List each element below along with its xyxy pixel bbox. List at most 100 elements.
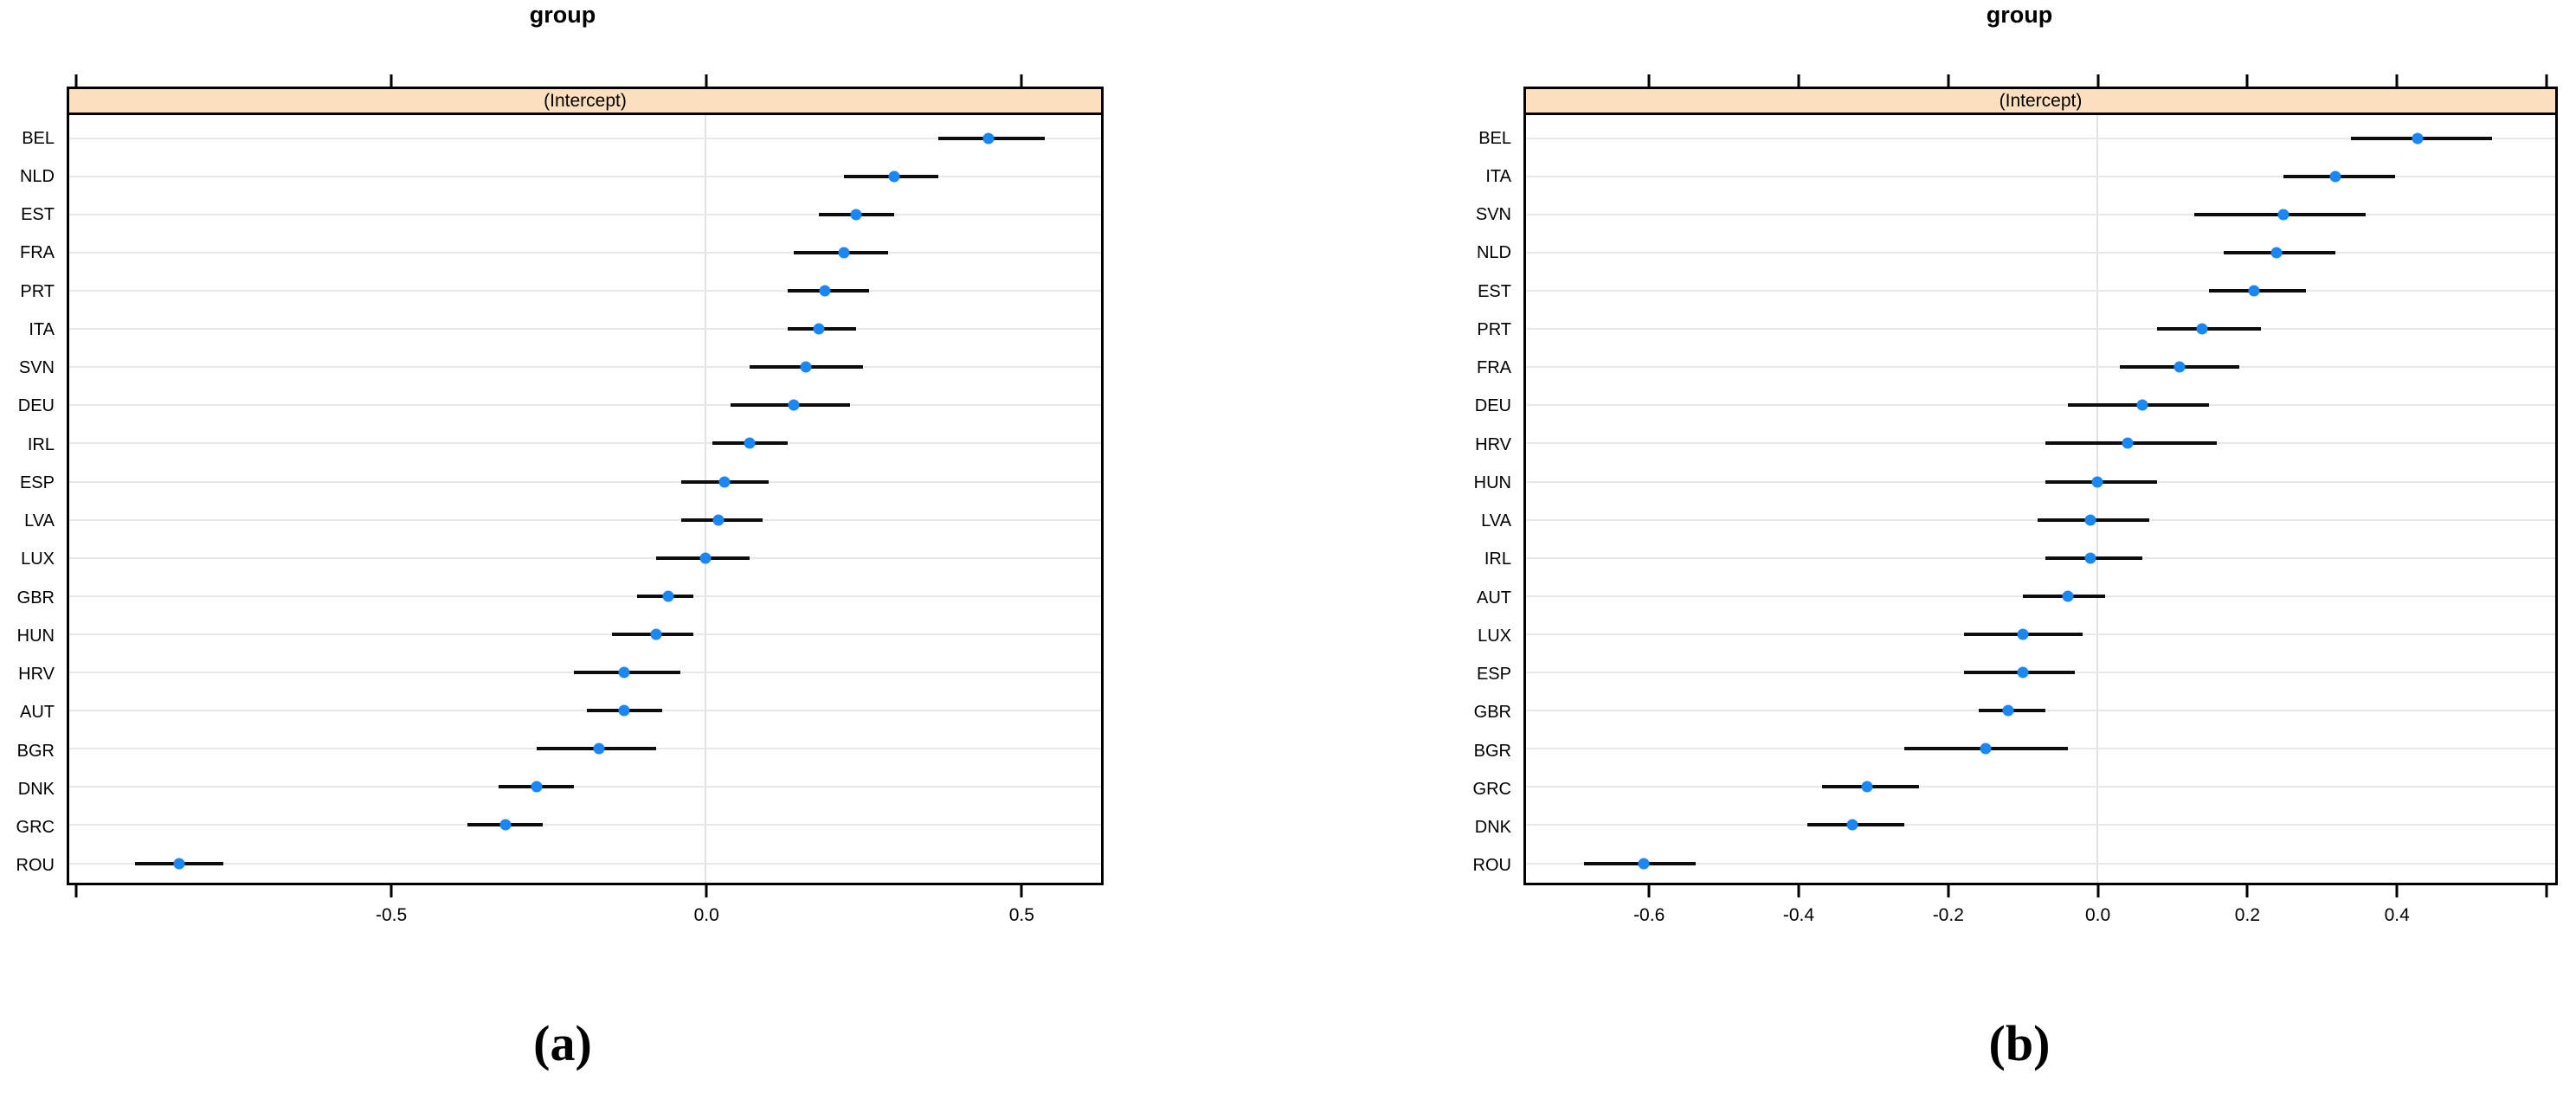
- x-axis-top: [1523, 74, 2558, 87]
- y-axis-category-label: SVN: [18, 358, 55, 378]
- estimate-dot: [2084, 514, 2096, 526]
- row-gridline: [1526, 366, 2555, 369]
- estimate-dot: [650, 628, 662, 640]
- estimate-dot: [1861, 781, 1873, 793]
- row-gridline: [69, 251, 1101, 254]
- row-gridline: [69, 824, 1101, 826]
- strip: (Intercept): [1523, 87, 2558, 115]
- axis-tick-mark: [1947, 885, 1950, 897]
- row-gridline: [69, 213, 1101, 215]
- estimate-dot: [2062, 590, 2074, 602]
- x-axis-tick-label: -0.5: [375, 905, 408, 925]
- axis-tick-mark: [2096, 885, 2100, 897]
- x-axis-tick-label: 0.2: [2234, 905, 2261, 925]
- estimate-dot: [718, 476, 731, 488]
- row-gridline: [69, 480, 1101, 483]
- caption-a: (a): [533, 1015, 592, 1071]
- estimate-dot: [2329, 170, 2341, 183]
- confidence-interval-bar: [2157, 327, 2262, 331]
- y-axis-category-label: ESP: [19, 473, 55, 492]
- y-axis-category-label: HRV: [1475, 434, 1511, 454]
- estimate-dot: [744, 437, 756, 449]
- row-gridline: [1526, 442, 2555, 445]
- row-gridline: [1526, 824, 2555, 826]
- axis-tick-mark: [2245, 74, 2249, 87]
- estimate-dot: [1846, 819, 1858, 831]
- row-gridline: [69, 404, 1101, 407]
- estimate-dot: [593, 743, 605, 755]
- y-axis-category-label: ITA: [29, 319, 55, 339]
- row-gridline: [1526, 556, 2555, 559]
- y-axis-category-label: AUT: [20, 703, 55, 723]
- row-gridline: [1526, 328, 2555, 331]
- y-axis-category-label: LUX: [21, 550, 55, 569]
- row-gridline: [1526, 786, 2555, 788]
- x-axis-tick-label: 0.0: [2084, 905, 2111, 925]
- row-gridline: [69, 556, 1101, 559]
- estimate-dot: [982, 132, 995, 145]
- estimate-dot: [888, 170, 900, 183]
- strip: (Intercept): [67, 87, 1104, 115]
- estimate-dot: [2136, 399, 2148, 411]
- y-axis-category-label: LVA: [1481, 511, 1511, 531]
- estimate-dot: [800, 361, 812, 373]
- estimate-dot: [2270, 247, 2283, 259]
- y-axis-category-label: NLD: [19, 166, 55, 186]
- plot-panel: [1523, 115, 2558, 885]
- y-axis-category-label: DEU: [1474, 396, 1511, 416]
- axis-tick-mark: [1647, 74, 1651, 87]
- estimate-dot: [712, 514, 724, 526]
- y-axis-category-label: DNK: [17, 779, 55, 799]
- estimate-dot: [173, 858, 185, 870]
- estimate-dot: [850, 209, 862, 221]
- estimate-dot: [531, 781, 543, 793]
- y-axis-category-label: BGR: [16, 741, 55, 761]
- axis-tick-mark: [1020, 74, 1023, 87]
- y-axis-category-label: ITA: [1485, 166, 1511, 186]
- estimate-dot: [2412, 132, 2424, 145]
- axis-tick-mark: [2096, 74, 2100, 87]
- axis-tick-mark: [390, 885, 393, 897]
- estimate-dot: [618, 704, 630, 717]
- axis-tick-mark: [1797, 885, 1800, 897]
- estimate-dot: [2248, 285, 2260, 297]
- y-axis-category-label: LVA: [24, 511, 55, 531]
- x-axis-bottom: [1523, 885, 2558, 897]
- zero-reference-line: [705, 115, 707, 883]
- row-gridline: [69, 328, 1101, 331]
- row-gridline: [1526, 480, 2555, 483]
- row-gridline: [69, 633, 1101, 635]
- estimate-dot: [813, 323, 825, 335]
- axis-tick-mark: [1020, 885, 1023, 897]
- row-gridline: [69, 366, 1101, 369]
- row-gridline: [1526, 251, 2555, 254]
- y-axis-category-label: BEL: [22, 128, 55, 148]
- y-axis-category-label: IRL: [1484, 550, 1511, 569]
- x-axis-tick-label: 0.4: [2384, 905, 2410, 925]
- row-gridline: [69, 786, 1101, 788]
- strip-label: (Intercept): [544, 90, 627, 111]
- estimate-dot: [499, 819, 512, 831]
- estimate-dot: [618, 666, 630, 678]
- axis-tick-mark: [2545, 885, 2548, 897]
- y-axis-category-label: EST: [21, 205, 55, 225]
- y-axis-category-label: SVN: [1475, 205, 1511, 225]
- y-axis-category-label: PRT: [20, 281, 55, 301]
- row-gridline: [1526, 862, 2555, 865]
- estimate-dot: [2174, 361, 2186, 373]
- y-axis-category-label: BEL: [1478, 128, 1511, 148]
- y-axis-category-label: IRL: [27, 434, 55, 454]
- y-axis-category-label: HUN: [1473, 473, 1511, 492]
- row-gridline: [69, 442, 1101, 445]
- estimate-dot: [1638, 858, 1650, 870]
- strip-label: (Intercept): [1999, 90, 2083, 111]
- estimate-dot: [1980, 743, 1992, 755]
- x-axis-tick-label: 0.0: [693, 905, 719, 925]
- axis-tick-mark: [2395, 74, 2399, 87]
- x-axis-tick-label: -0.2: [1932, 905, 1964, 925]
- estimate-dot: [2122, 437, 2134, 449]
- estimate-dot: [2017, 666, 2029, 678]
- row-gridline: [69, 595, 1101, 597]
- estimate-dot: [819, 285, 831, 297]
- axis-tick-mark: [1947, 74, 1950, 87]
